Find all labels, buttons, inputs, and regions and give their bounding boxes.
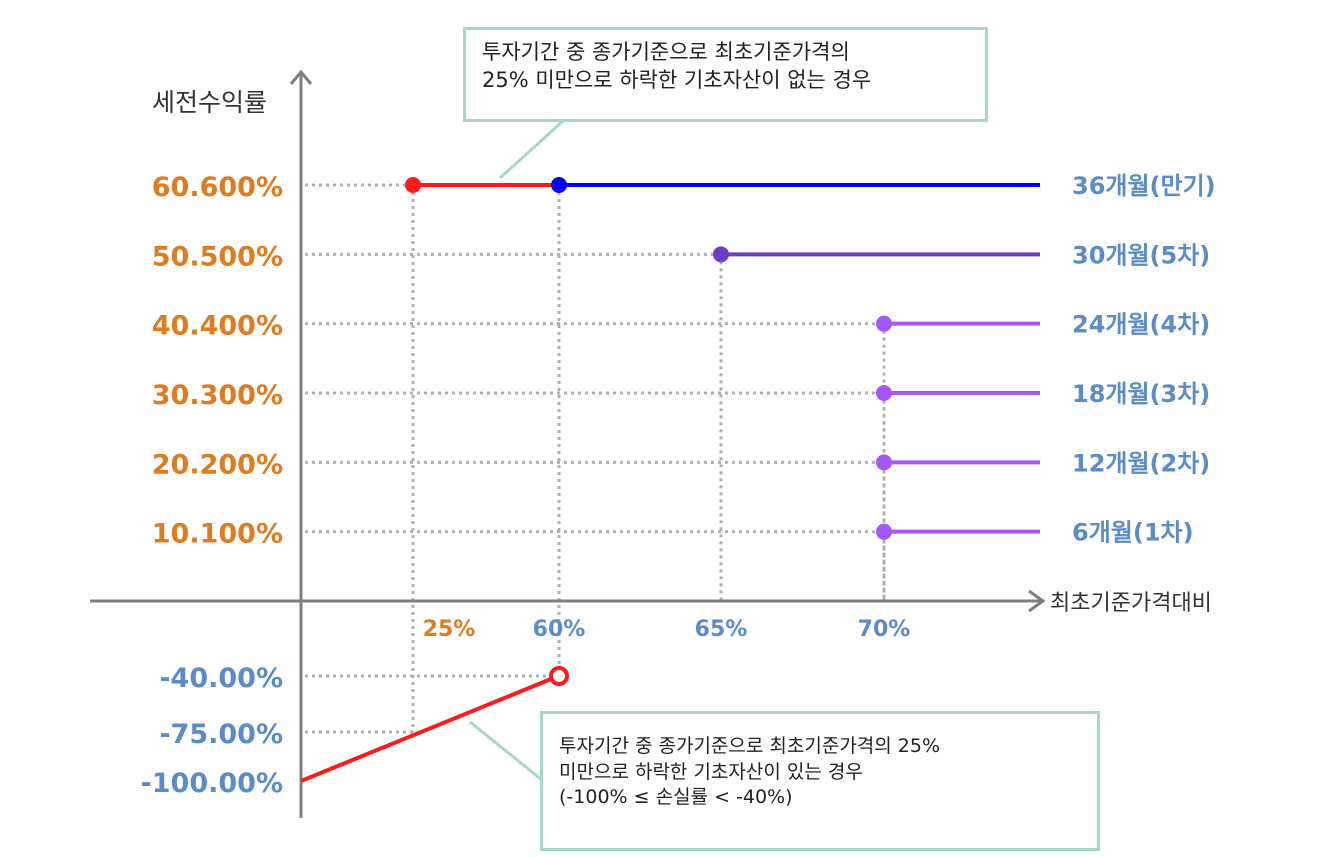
y-tick-label: 20.200% bbox=[152, 449, 283, 480]
loss-line bbox=[300, 677, 552, 783]
y-axis-arrow-icon bbox=[289, 69, 313, 85]
series-label: 18개월(3차) bbox=[1072, 380, 1210, 408]
bottom-callout-connector bbox=[469, 720, 543, 782]
loss-line-open-end-dot bbox=[549, 666, 569, 686]
no-breach-start-dot bbox=[405, 177, 421, 193]
series-start-dot bbox=[876, 385, 892, 401]
series-start-dot bbox=[876, 315, 892, 332]
x-tick-label: 70% bbox=[858, 617, 911, 642]
series-label: 36개월(만기) bbox=[1072, 172, 1216, 200]
y-tick-label: -75.00% bbox=[159, 719, 283, 750]
x-axis-title: 최초기준가격대비 bbox=[1050, 591, 1212, 616]
callout-line: 25% 미만으로 하락한 기초자산이 없는 경우 bbox=[482, 68, 872, 93]
series-label: 6개월(1차) bbox=[1072, 519, 1194, 547]
series-start-dot bbox=[713, 246, 729, 263]
top-callout-connector bbox=[498, 119, 565, 180]
y-tick-label: 10.100% bbox=[152, 519, 283, 550]
y-tick-label: 50.500% bbox=[152, 241, 283, 272]
callout-line: 투자기간 중 종가기준으로 최초기준가격의 bbox=[482, 40, 850, 64]
callout-line: (-100% ≤ 손실률 < -40%) bbox=[559, 786, 793, 809]
y-tick-label: 60.600% bbox=[152, 172, 283, 203]
y-tick-label: 40.400% bbox=[152, 311, 283, 342]
series-label: 24개월(4차) bbox=[1072, 311, 1210, 339]
x-axis-arrow-icon bbox=[1028, 589, 1046, 613]
series-label: 30개월(5차) bbox=[1072, 241, 1210, 269]
series-start-dot bbox=[551, 177, 567, 193]
y-tick-label: -40.00% bbox=[159, 663, 283, 694]
y-axis-title: 세전수익률 bbox=[152, 88, 267, 117]
series-start-dot bbox=[876, 523, 892, 540]
x-tick-label: 60% bbox=[533, 617, 586, 642]
series-start-dot bbox=[876, 454, 892, 471]
no-breach-callout: 투자기간 중 종가기준으로 최초기준가격의 25% 미만으로 하락한 기초자산이… bbox=[463, 27, 988, 122]
callout-line: 투자기간 중 종가기준으로 최초기준가격의 25% bbox=[559, 735, 941, 757]
x-tick-label: 65% bbox=[695, 617, 748, 642]
y-tick-label: 30.300% bbox=[152, 380, 283, 411]
y-tick-label: -100.00% bbox=[141, 768, 283, 799]
callout-line: 미만으로 하락한 기초자산이 있는 경우 bbox=[559, 760, 863, 783]
breach-callout: 투자기간 중 종가기준으로 최초기준가격의 25% 미만으로 하락한 기초자산이… bbox=[540, 711, 1100, 851]
series-label: 12개월(2차) bbox=[1072, 449, 1210, 477]
x-tick-label: 25% bbox=[423, 617, 476, 642]
